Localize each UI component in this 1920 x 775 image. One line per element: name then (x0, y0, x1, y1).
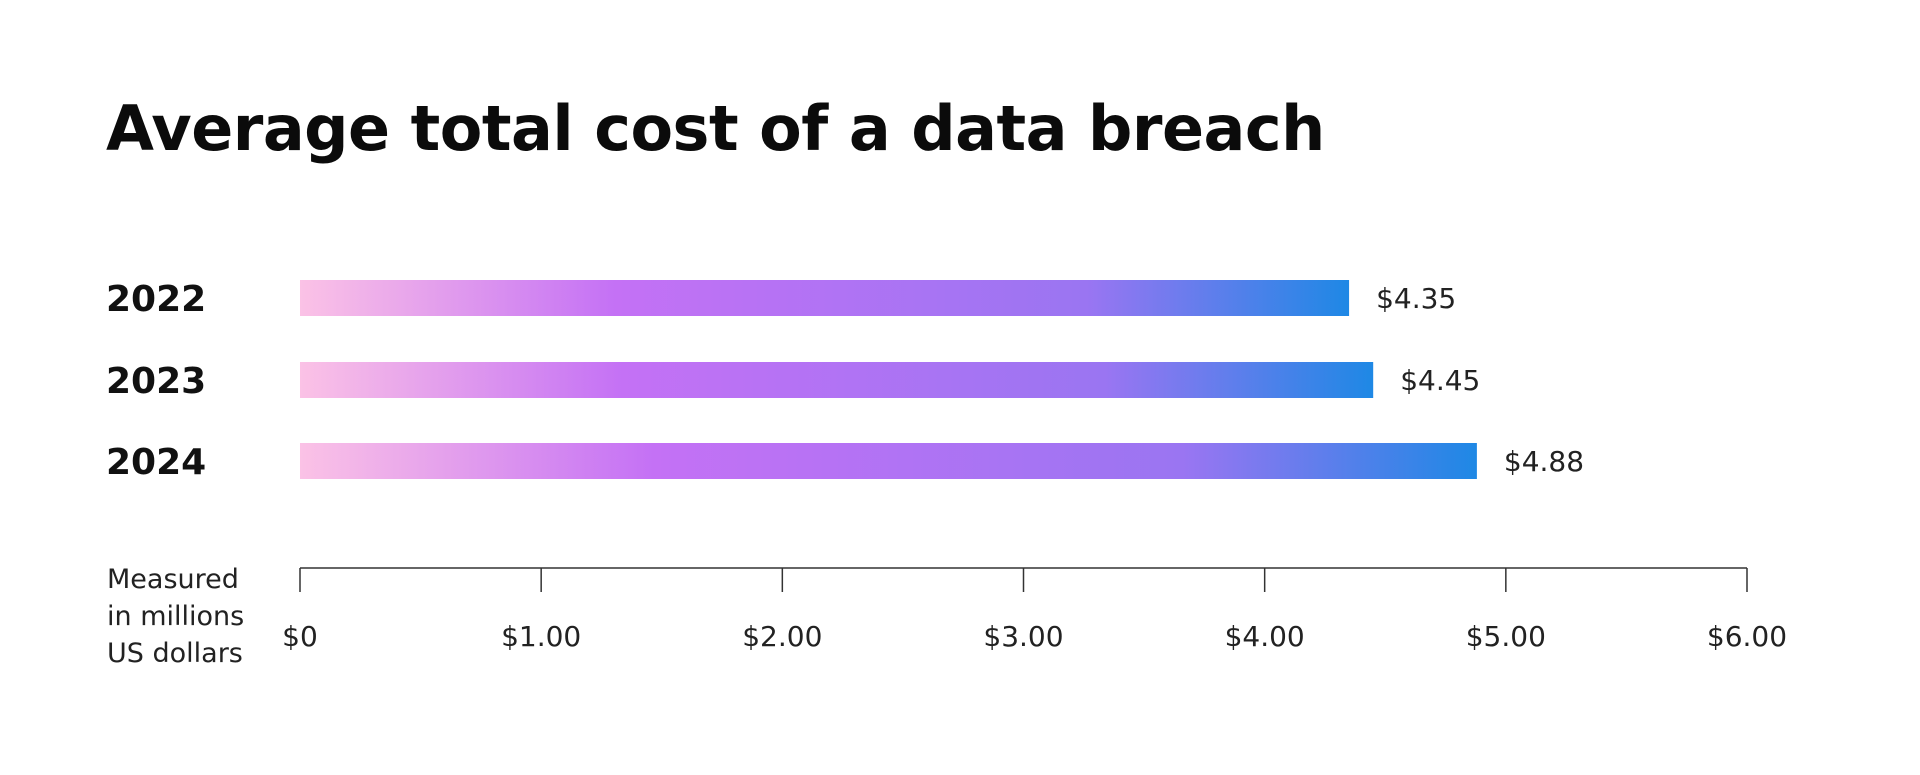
x-tick-label: $6.00 (1707, 620, 1787, 653)
bar-value-label: $4.45 (1400, 364, 1480, 397)
unit-label-line: in millions (107, 601, 245, 632)
bar-value-label: $4.88 (1504, 445, 1584, 478)
bar-value-label: $4.35 (1376, 282, 1456, 315)
bar (300, 362, 1374, 398)
x-tick-label: $4.00 (1225, 620, 1305, 653)
x-tick-label: $5.00 (1466, 620, 1546, 653)
bars-group: 2022 $4.35 2023 $4.45 2024 $4.88 (106, 279, 1584, 483)
category-label: 2022 (106, 279, 206, 320)
unit-label-line: US dollars (107, 638, 243, 669)
unit-label-line: Measured (107, 564, 239, 595)
category-label: 2024 (106, 442, 206, 483)
x-tick-label: $3.00 (983, 620, 1063, 653)
bar (300, 443, 1477, 479)
x-tick-label: $1.00 (501, 620, 581, 653)
bar (300, 280, 1350, 316)
x-tick-label: $2.00 (742, 620, 822, 653)
x-axis: $0 $1.00 $2.00 $3.00 $4.00 $5.00 $6.00 (282, 567, 1787, 653)
chart-title: Average total cost of a data breach (106, 92, 1325, 165)
x-tick-label: $0 (282, 620, 318, 653)
category-label: 2023 (106, 361, 206, 402)
axis-unit-label: Measured in millions US dollars (107, 561, 287, 672)
